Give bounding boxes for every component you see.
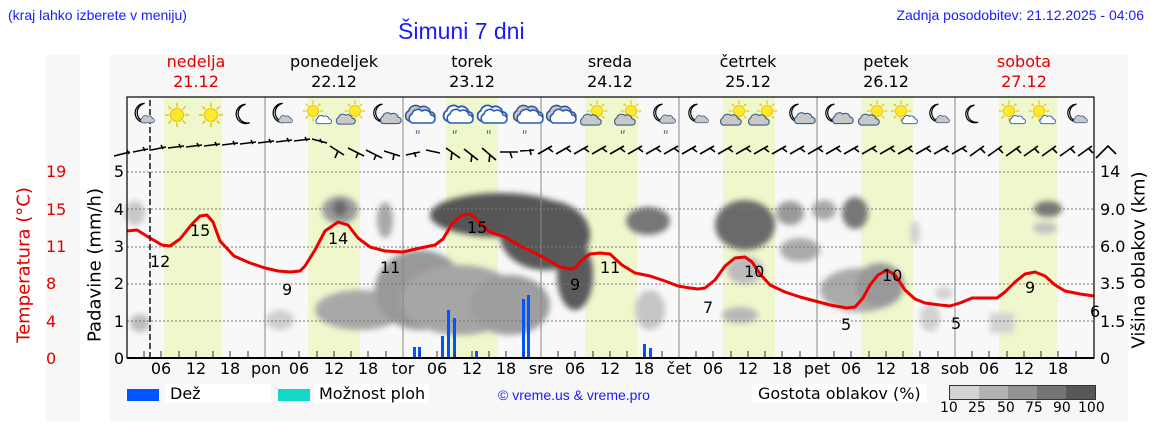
temp-tick: 19 [46,162,67,181]
cloud-density-scale [949,385,1096,400]
storm-legend-swatch [278,389,310,401]
scale-label: 90 [1053,400,1071,416]
x-tick-label: 12 [737,359,759,378]
temperature-line [126,212,1095,310]
day-header-0: nedelja 21.12 [166,52,226,91]
x-tick-label: 18 [357,359,379,378]
x-tick-label: pet [803,359,831,378]
x-tick-label: 06 [702,359,724,378]
precip-tick: 5 [113,162,124,181]
x-tick-label: 06 [426,359,448,378]
credit-link[interactable]: © vreme.us & vreme.pro [498,387,650,403]
scale-label: 10 [940,400,958,416]
day-header-5: petek 26.12 [863,52,909,91]
x-tick-label: 12 [185,359,207,378]
temp-label: 9 [570,275,581,294]
precip-tick: 3 [113,237,124,256]
x-tick-label: sre [528,359,554,378]
scale-label: 75 [1025,400,1043,416]
x-tick-label: 18 [771,359,793,378]
x-tick-label: sob [940,359,970,378]
temp-label: 12 [150,252,171,271]
temp-label: 15 [467,218,488,237]
x-tick-label: 18 [1047,359,1069,378]
sun-icon [164,102,190,128]
day-header-3: sreda 24.12 [587,52,633,91]
last-update: Zadnja posodobitev: 21.12.2025 - 04:06 [896,7,1144,23]
cloud-tick: 6.0 [1100,237,1126,256]
temp-label: 5 [951,314,962,333]
x-tick-label: čet [666,359,692,378]
x-tick-label: 12 [461,359,483,378]
x-tick-label: 06 [564,359,586,378]
temp-axis-panel [46,55,80,422]
x-tick-label: 12 [875,359,897,378]
x-tick-label: 06 [150,359,172,378]
temp-label: 5 [841,315,852,334]
cloud-tick: 14 [1100,162,1121,181]
temp-label: 6 [1090,302,1101,321]
temp-tick: 0 [46,349,57,368]
scale-label: 50 [997,400,1015,416]
temp-label: 10 [744,262,765,281]
x-axis-ticks [143,351,1077,358]
precip-tick: 0 [113,349,124,368]
day-header-1: ponedeljek 22.12 [290,52,378,91]
x-tick-label: tor [391,359,415,378]
temp-label: 11 [380,258,401,277]
x-tick-label: 12 [599,359,621,378]
x-tick-label: 18 [219,359,241,378]
temp-label: 7 [703,298,714,317]
temp-label: 11 [600,258,621,277]
cloud-tick: 1.5 [1100,312,1126,331]
rain-legend-swatch [127,389,159,401]
x-tick-label: 06 [288,359,310,378]
day-header-4: četrtek 25.12 [719,52,777,91]
temp-tick: 8 [46,274,57,293]
cloud-tick: 0 [1100,349,1111,368]
precip-tick: 2 [113,274,124,293]
cloud-tick: 3.5 [1100,274,1126,293]
day-separators [264,97,956,358]
temp-label: 9 [1025,278,1036,297]
day-header-6: sobota 27.12 [996,52,1052,91]
storm-legend-label: Možnost ploh [314,384,430,403]
grid-lines [127,171,1094,322]
scale-label: 100 [1078,400,1105,416]
sun-icon [198,102,224,128]
temp-tick: 4 [46,312,57,331]
temp-label: 14 [328,229,349,248]
temp-label: 9 [282,280,293,299]
x-tick-label: 18 [633,359,655,378]
rain-legend-label: Dež [165,384,271,403]
scale-label: 25 [968,400,986,416]
page-title: Šimuni 7 dni [398,18,525,44]
temp-label: 15 [190,221,211,240]
x-tick-label: 18 [909,359,931,378]
day-header-2: torek 23.12 [449,52,495,91]
temp-tick: 11 [46,237,67,256]
x-tick-label: 06 [840,359,862,378]
temp-tick: 15 [46,200,67,219]
cloud-density-label: Gostota oblakov (%) [752,384,927,403]
location-hint[interactable]: (kraj lahko izberete v meniju) [8,7,187,23]
x-tick-label: 06 [978,359,1000,378]
wind-barbs [113,136,1117,163]
x-tick-label: pon [250,359,282,378]
temp-label: 10 [882,266,903,285]
cloud-tick: 9.0 [1100,200,1126,219]
x-tick-label: 12 [1013,359,1035,378]
x-tick-label: 12 [323,359,345,378]
precip-tick: 1 [113,312,124,331]
x-tick-label: 18 [495,359,517,378]
precip-tick: 4 [113,200,124,219]
